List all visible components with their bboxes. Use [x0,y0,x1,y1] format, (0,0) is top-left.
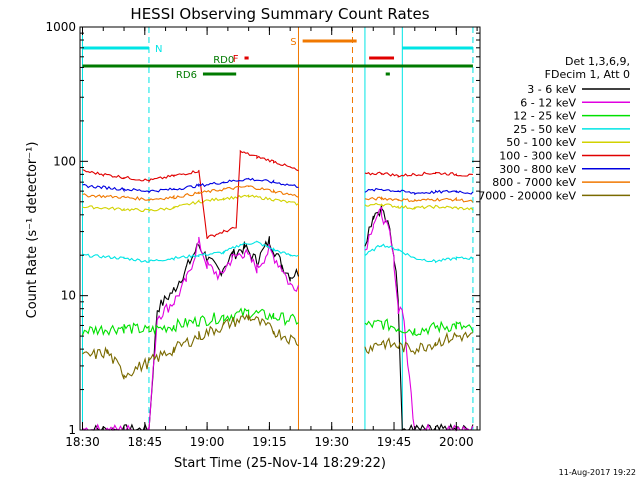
x-tick-label: 19:15 [252,435,287,449]
chart-title: HESSI Observing Summary Count Rates [130,5,429,23]
footer-timestamp: 11-Aug-2017 19:22 [559,468,636,477]
y-tick-label: 1000 [45,20,76,34]
y-tick-label: 100 [53,154,76,168]
legend-label-1: 6 - 12 keV [520,96,576,109]
x-tick-label: 18:45 [128,435,163,449]
legend-label-2: 12 - 25 keV [513,110,576,123]
flag-label-rd0: RD0 [213,55,234,66]
flag-label-s: S [290,37,296,48]
series-line-8 [82,313,474,380]
series-line-2 [81,307,474,337]
series-line-6 [82,177,474,196]
x-tick-label: 19:45 [377,435,412,449]
y-axis-label: Count Rate (s⁻¹ detector⁻¹) [25,142,40,319]
event-vlines [81,27,474,430]
x-tick-label: 19:30 [314,435,349,449]
legend-label-3: 25 - 50 keV [513,123,576,136]
y-tick-label: 10 [61,289,76,303]
legend-label-5: 100 - 300 keV [499,150,576,163]
legend-label-8: 7000 - 20000 keV [478,189,576,202]
flag-label-f: F [233,54,239,65]
series-line-7 [82,185,474,203]
legend-label-0: 3 - 6 keV [527,83,576,96]
y-tick-label: 1 [68,423,76,437]
series-line-3 [82,240,474,264]
legend-header-line-1: Det 1,3,6,9, [565,55,630,68]
legend-label-7: 800 - 7000 keV [492,176,576,189]
x-tick-label: 20:00 [439,435,474,449]
series-line-4 [82,194,474,212]
x-axis-label: Start Time (25-Nov-14 18:29:22) [174,456,386,471]
x-tick-label: 19:00 [190,435,225,449]
series-line-5 [82,149,473,240]
legend-header-line-2: FDecim 1, Att 0 [545,68,630,81]
legend-label-6: 300 - 800 keV [499,163,576,176]
plot-frame [79,26,481,431]
legend-label-4: 50 - 100 keV [506,136,576,149]
flag-label-n: N [155,44,162,55]
flag-label-rd6: RD6 [176,70,197,81]
x-tick-label: 18:30 [65,435,100,449]
